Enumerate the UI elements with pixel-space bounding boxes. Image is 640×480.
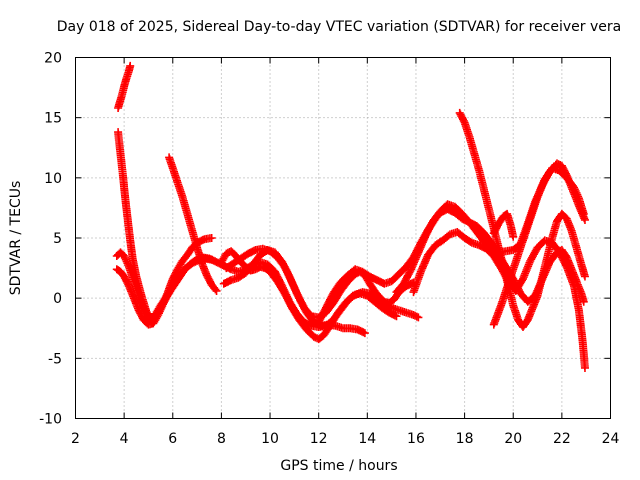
x-tick-label: 16 [407, 431, 425, 447]
data-point [580, 363, 589, 372]
y-tick-label: 5 [53, 231, 62, 247]
x-tick-label: 4 [120, 431, 129, 447]
data-point [126, 61, 135, 70]
y-axis-title: SDTVAR / TECUs [8, 181, 24, 296]
x-axis-title: GPS time / hours [280, 458, 397, 474]
data-point [212, 286, 221, 295]
x-tick-label: 24 [602, 431, 620, 447]
x-tick-label: 22 [553, 431, 571, 447]
data-point [120, 253, 129, 262]
data-point [360, 329, 369, 338]
data-point [521, 269, 530, 278]
x-tick-label: 20 [504, 431, 522, 447]
data-point [412, 312, 421, 321]
x-tick-label: 8 [217, 431, 226, 447]
data-point [283, 269, 292, 278]
x-tick-label: 14 [358, 431, 376, 447]
y-tick-label: 20 [44, 51, 62, 67]
series-sat-a [114, 61, 135, 112]
series-sat-m [489, 164, 588, 329]
y-tick-label: 15 [44, 111, 62, 127]
data-point [290, 283, 299, 292]
x-tick-label: 6 [168, 431, 177, 447]
data-point [580, 272, 589, 281]
y-tick-label: 10 [44, 171, 62, 187]
y-tick-label: 0 [53, 291, 62, 307]
data-point [392, 312, 401, 321]
data-point [574, 192, 583, 201]
grid [75, 57, 611, 419]
data-point [281, 264, 290, 273]
x-tick-label: 18 [456, 431, 474, 447]
data-point [207, 234, 216, 242]
series-sat-n [489, 209, 518, 241]
x-tick-label: 2 [71, 431, 80, 447]
chart-title: Day 018 of 2025, Sidereal Day-to-day VTE… [57, 19, 621, 35]
y-tick-label: -10 [39, 412, 62, 428]
data-point [509, 232, 518, 241]
data-point [207, 255, 216, 264]
x-tick-label: 10 [261, 431, 279, 447]
data-point [211, 285, 220, 294]
plot-frame [75, 57, 611, 419]
data-point [580, 215, 589, 224]
data-point [579, 209, 588, 218]
x-tick-label: 12 [310, 431, 328, 447]
data-point [287, 278, 296, 287]
y-tick-label: -5 [48, 351, 62, 367]
data-point [286, 275, 295, 283]
series-sat-d [112, 248, 216, 322]
data-point [571, 187, 580, 196]
series-sat-e [165, 153, 221, 295]
data-point [579, 297, 588, 306]
data-point [414, 313, 423, 322]
data-marks [112, 61, 589, 372]
series-sat-h [222, 244, 369, 338]
